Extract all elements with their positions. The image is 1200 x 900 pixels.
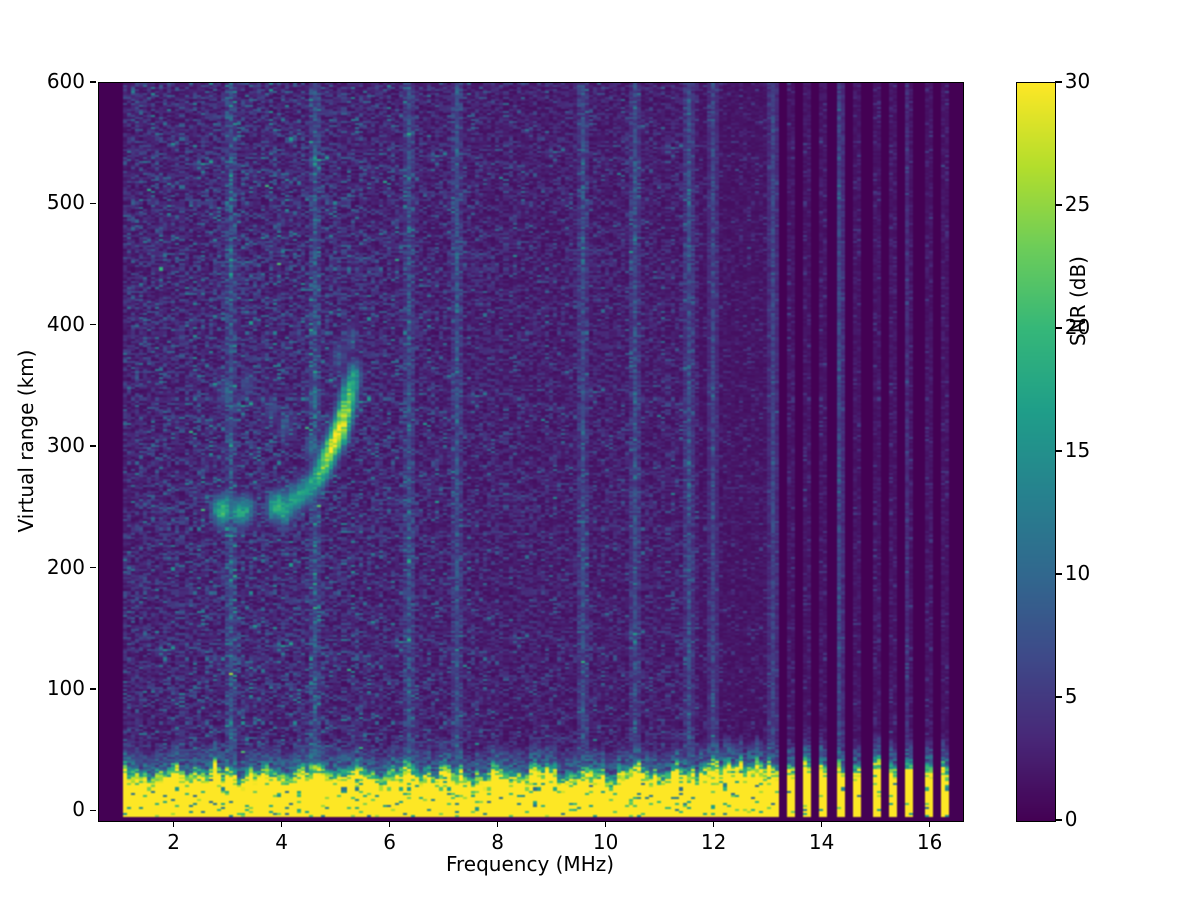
- x-axis-tick-mark: [820, 820, 823, 828]
- colorbar-tick-label: 30: [1064, 69, 1091, 93]
- x-axis-tick-label: 4: [275, 830, 288, 854]
- y-axis-tick-label: 600: [46, 69, 85, 93]
- x-axis-tick-mark: [388, 820, 391, 828]
- y-axis-tick-label: 300: [46, 433, 85, 458]
- x-axis-tick-label: 6: [383, 830, 396, 854]
- x-axis-tick-mark: [496, 820, 499, 828]
- y-axis-tick-mark: [89, 324, 96, 326]
- y-axis-tick-mark: [89, 809, 96, 811]
- x-axis-tick-label: 12: [700, 830, 727, 854]
- x-axis-tick-mark: [604, 820, 607, 828]
- colorbar: [1016, 82, 1056, 822]
- y-axis-tick-mark: [89, 445, 96, 447]
- x-axis-tick-label: 10: [592, 830, 619, 854]
- colorbar-tick-mark: [1055, 204, 1062, 206]
- x-axis-tick-label: 8: [491, 830, 504, 854]
- y-axis-tick-label: 100: [46, 675, 85, 700]
- y-axis-tick-label: 400: [46, 311, 85, 336]
- colorbar-tick-label: 5: [1064, 684, 1078, 708]
- colorbar-tick-label: 20: [1064, 315, 1091, 339]
- colorbar-tick-mark: [1055, 450, 1062, 452]
- x-axis-tick-label: 2: [167, 830, 180, 854]
- colorbar-tick-mark: [1055, 327, 1062, 329]
- colorbar-tick-label: 0: [1064, 807, 1078, 831]
- x-axis-tick-mark: [712, 820, 715, 828]
- colorbar-tick-label: 25: [1064, 192, 1091, 216]
- y-axis-tick-label: 200: [46, 554, 85, 579]
- y-axis-tick-mark: [89, 566, 96, 569]
- colorbar-label: SNR (dB): [1066, 256, 1090, 346]
- y-axis-tick-label: 0: [72, 797, 85, 822]
- y-axis-tick-mark: [89, 202, 96, 205]
- colorbar-gradient-canvas: [1017, 83, 1055, 821]
- x-axis-tick-label: 14: [808, 830, 835, 854]
- colorbar-tick-label: 10: [1064, 561, 1091, 585]
- colorbar-tick-mark: [1055, 81, 1062, 83]
- y-axis-tick-mark: [89, 688, 96, 690]
- y-axis-tick-label: 500: [46, 190, 85, 215]
- colorbar-tick-mark: [1055, 573, 1062, 575]
- x-axis-tick-label: 16: [916, 830, 943, 854]
- y-axis-label: Virtual range (km): [14, 349, 38, 533]
- colorbar-tick-mark: [1055, 819, 1062, 821]
- colorbar-tick-label: 15: [1064, 438, 1091, 462]
- x-axis-label: Frequency (MHz): [445, 852, 615, 876]
- y-axis-tick-mark: [89, 81, 96, 83]
- x-axis-tick-mark: [172, 820, 175, 828]
- x-axis-tick-mark: [928, 820, 931, 828]
- x-axis-tick-mark: [280, 820, 283, 828]
- ionogram-heatmap-canvas: [99, 83, 963, 821]
- colorbar-tick-mark: [1055, 696, 1062, 698]
- heatmap-plot-area: [98, 82, 964, 822]
